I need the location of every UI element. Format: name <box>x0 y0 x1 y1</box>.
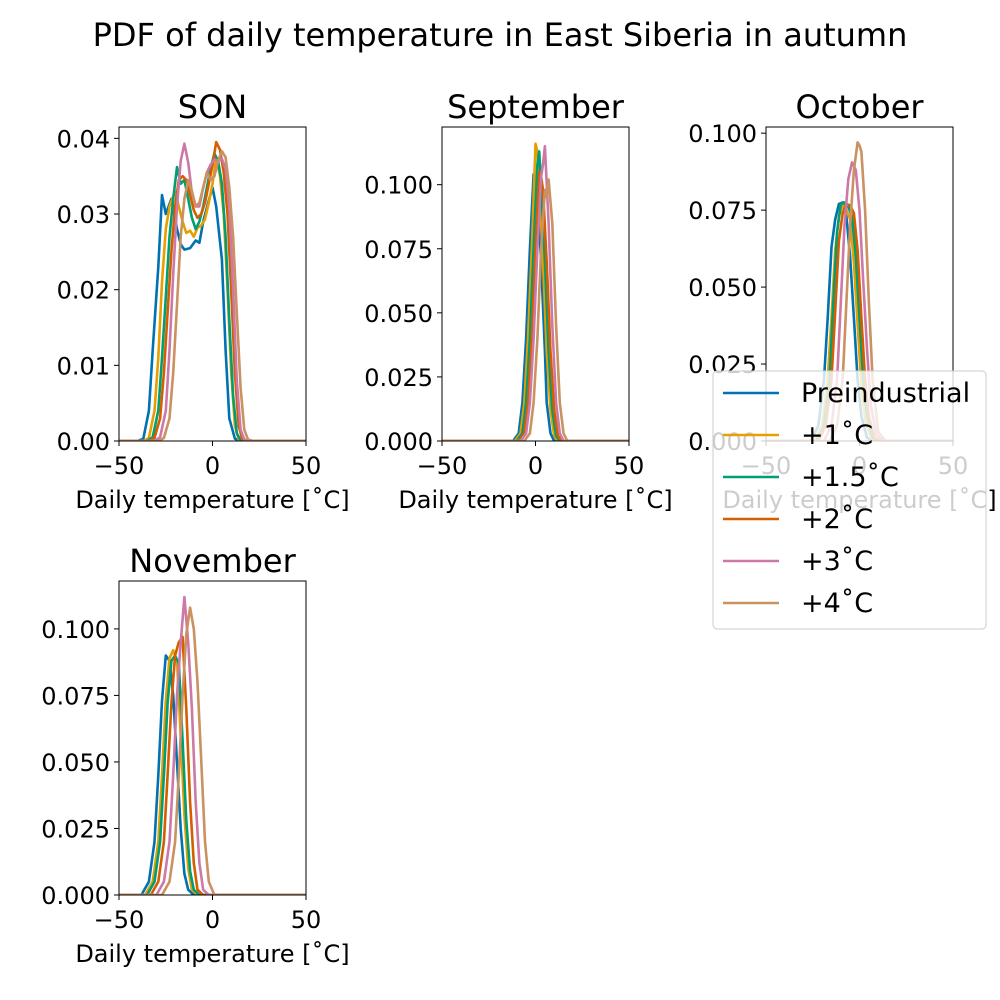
series-line-5 <box>119 606 306 895</box>
subplot-title: SON <box>178 88 247 126</box>
legend-label: Preindustrial <box>801 378 970 409</box>
y-tick-label: 0.075 <box>364 236 433 264</box>
legend-label: +1.5˚C <box>801 462 899 493</box>
x-tick-label: 50 <box>291 906 322 934</box>
x-axis-label: Daily temperature [˚C] <box>75 940 349 968</box>
plot-area <box>119 581 306 895</box>
series-line-3 <box>119 140 306 441</box>
y-tick-label: 0.04 <box>57 125 110 153</box>
series-line-2 <box>119 152 306 441</box>
x-tick-label: 50 <box>291 452 322 480</box>
legend-entry: +2˚C <box>723 504 873 535</box>
y-tick-label: 0.000 <box>364 428 433 456</box>
x-tick-label: 0 <box>528 452 543 480</box>
series-line-0 <box>119 186 306 441</box>
subplot-0: −50 0 50 0.00 0.01 0.02 0.03 0.04 SON Daily tempe… <box>57 88 350 514</box>
legend-box <box>712 370 987 630</box>
legend-entry: Preindustrial <box>723 378 970 409</box>
y-tick-label: 0.100 <box>41 616 110 644</box>
legend-label: +1˚C <box>801 420 873 451</box>
series-line-2 <box>442 150 629 441</box>
y-tick-label: 0.03 <box>57 201 110 229</box>
series-line-0 <box>119 654 306 895</box>
series-line-1 <box>442 142 629 441</box>
y-tick-label: 0.02 <box>57 277 110 305</box>
y-tick-label: 0.050 <box>364 300 433 328</box>
legend-label: +2˚C <box>801 504 873 535</box>
x-tick-label: 0 <box>205 906 220 934</box>
x-axis-label: Daily temperature [˚C] <box>75 486 349 514</box>
plot-area <box>119 127 306 441</box>
subplot-1: −50 0 50 0.000 0.025 0.050 0.075 0.100 September… <box>364 88 672 514</box>
x-tick-label: −50 <box>94 906 145 934</box>
x-tick-label: 0 <box>205 452 220 480</box>
subplot-title: September <box>447 88 625 126</box>
subplot-title: October <box>795 88 924 126</box>
figure-title: PDF of daily temperature in East Siberia… <box>93 16 908 54</box>
series-line-5 <box>442 178 629 441</box>
legend-label: +3˚C <box>801 546 873 577</box>
y-tick-label: 0.050 <box>688 274 757 302</box>
y-tick-label: 0.075 <box>41 682 110 710</box>
series-line-5 <box>119 149 306 441</box>
subplot-3: −50 0 50 0.000 0.025 0.050 0.075 0.100 November D… <box>41 542 349 968</box>
x-tick-label: −50 <box>417 452 468 480</box>
legend-entry: +1˚C <box>723 420 873 451</box>
series-line-4 <box>442 144 629 441</box>
x-axis-label: Daily temperature [˚C] <box>398 486 672 514</box>
series-line-4 <box>119 595 306 895</box>
y-tick-label: 0.025 <box>364 364 433 392</box>
y-tick-label: 0.025 <box>41 815 110 843</box>
legend-entry: +4˚C <box>723 588 873 619</box>
y-tick-label: 0.100 <box>688 120 757 148</box>
legend-entry: +1.5˚C <box>723 462 899 493</box>
legend-entry: +3˚C <box>723 546 873 577</box>
x-tick-label: 50 <box>614 452 645 480</box>
y-tick-label: 0.100 <box>364 172 433 200</box>
x-tick-label: −50 <box>94 452 145 480</box>
y-tick-label: 0.050 <box>41 749 110 777</box>
legend: Preindustrial +1˚C +1.5˚C +2˚C +3˚C +4˚C <box>712 370 987 630</box>
y-tick-label: 0.075 <box>688 197 757 225</box>
y-tick-label: 0.00 <box>57 428 110 456</box>
legend-label: +4˚C <box>801 588 873 619</box>
series-line-2 <box>119 654 306 895</box>
y-tick-label: 0.01 <box>57 352 110 380</box>
subplot-title: November <box>129 542 296 580</box>
series-lines <box>119 140 306 441</box>
series-lines <box>442 142 629 441</box>
y-tick-label: 0.000 <box>41 882 110 910</box>
series-lines <box>119 595 306 895</box>
